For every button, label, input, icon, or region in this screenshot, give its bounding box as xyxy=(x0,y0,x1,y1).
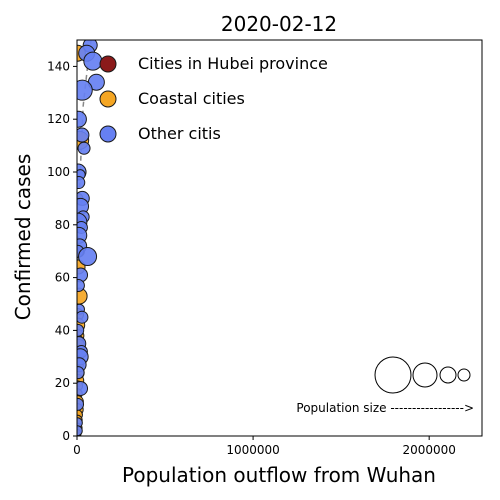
y-axis-label: Confirmed cases xyxy=(11,154,35,321)
data-point xyxy=(77,127,90,143)
x-tick-label: 2000000 xyxy=(402,443,455,457)
data-point xyxy=(83,51,103,71)
data-point xyxy=(77,397,85,411)
data-point xyxy=(77,279,85,293)
legend-marker xyxy=(99,55,117,73)
x-tick-label: 0 xyxy=(73,443,81,457)
legend: Cities in Hubei province Coastal cities Ot… xyxy=(99,54,328,143)
data-point xyxy=(77,110,87,128)
y-tick-label: 40 xyxy=(55,323,70,337)
y-tick-label: 140 xyxy=(47,59,70,73)
data-point xyxy=(77,380,89,396)
size-legend-circle-small xyxy=(439,366,457,384)
y-tick-label: 100 xyxy=(47,165,70,179)
legend-marker xyxy=(99,125,117,143)
size-legend-circle-smallest xyxy=(457,368,471,382)
scatter-points xyxy=(77,40,105,436)
y-tick-label: 60 xyxy=(55,271,70,285)
x-tick-label: 1000000 xyxy=(226,443,279,457)
chart-title: 2020-02-12 xyxy=(221,12,337,36)
data-point xyxy=(77,310,89,324)
legend-marker xyxy=(99,90,117,108)
data-point xyxy=(77,79,93,101)
y-tick-label: 120 xyxy=(47,112,70,126)
y-tick-label: 20 xyxy=(55,376,70,390)
legend-label: Coastal cities xyxy=(138,89,245,108)
legend-label: Other citis xyxy=(138,124,221,143)
size-legend: Population size -----------------> xyxy=(296,356,474,415)
data-point xyxy=(77,366,85,380)
data-point xyxy=(77,141,91,155)
size-legend-label: Population size -----------------> xyxy=(296,401,474,415)
data-point xyxy=(78,246,98,266)
data-point xyxy=(77,176,86,190)
legend-label: Cities in Hubei province xyxy=(138,54,328,73)
size-legend-circle-medium xyxy=(412,362,438,388)
size-legend-circle-large xyxy=(374,356,412,394)
x-axis-label: Population outflow from Wuhan xyxy=(122,463,436,487)
y-tick-label: 80 xyxy=(55,218,70,232)
axes: 0 1000000 2000000 0 20 40 60 80 100 120 140 xyxy=(47,39,483,457)
plot-frame xyxy=(76,39,483,437)
y-tick-label: 0 xyxy=(62,429,70,443)
